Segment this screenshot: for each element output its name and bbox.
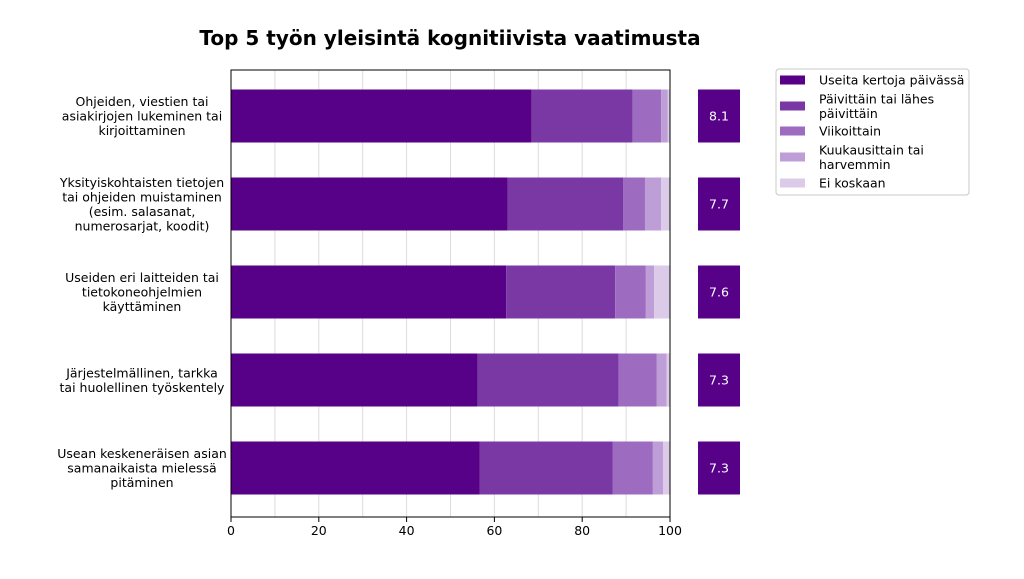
category-label: tai huolellinen työskentely	[60, 380, 226, 395]
x-tick-label: 0	[227, 523, 235, 538]
category-label: pitäminen	[110, 475, 173, 490]
score-box	[698, 177, 740, 231]
bar-segment	[479, 441, 613, 495]
legend-label: Viikoittain	[819, 124, 881, 139]
plot-frame	[230, 69, 671, 518]
category-label: numerosarjat, koodit)	[75, 218, 210, 233]
x-axis-ticks: 0 20 40 60 80 100	[227, 517, 682, 538]
x-tick-label: 100	[658, 523, 682, 538]
legend-swatch	[780, 152, 805, 162]
bar-segment	[654, 265, 670, 319]
category-label: Usean keskeneräisen asian	[57, 446, 227, 461]
bar-segment	[231, 89, 532, 143]
score-label: 8.1	[709, 109, 729, 124]
bar-segment	[652, 441, 663, 495]
bar-segment	[618, 353, 657, 407]
bar-segment	[656, 353, 667, 407]
x-tick-label: 40	[399, 523, 415, 538]
legend-label: Kuukausittain tai	[819, 142, 924, 157]
x-tick-label: 60	[486, 523, 502, 538]
legend-swatch	[780, 75, 805, 85]
bar-segment	[506, 265, 616, 319]
score-label: 7.3	[709, 373, 729, 388]
legend-label: päivittäin	[819, 106, 878, 121]
category-label: Useiden eri laitteiden tai	[65, 270, 219, 285]
bar-segment	[661, 177, 670, 231]
bar-segment	[507, 177, 624, 231]
bar-segment	[231, 265, 507, 319]
bar-segment	[231, 353, 478, 407]
bar-area	[231, 89, 670, 495]
chart-title: Top 5 työn yleisintä kognitiivista vaati…	[199, 26, 700, 50]
bar-segment	[666, 353, 670, 407]
x-tick-label: 80	[574, 523, 590, 538]
legend-label: harvemmin	[819, 157, 891, 172]
legend-label: Useita kertoja päivässä	[819, 73, 964, 88]
score-box	[698, 441, 740, 495]
category-label: tietokoneohjelmien	[82, 285, 202, 300]
category-label: Ohjeiden, viestien tai	[76, 94, 209, 109]
score-box	[698, 265, 740, 319]
bar-segment	[531, 89, 633, 143]
category-label: samanaikaista mielessä	[67, 461, 216, 476]
score-label: 7.6	[709, 285, 729, 300]
legend-swatch	[780, 101, 805, 111]
bar-segment	[661, 89, 668, 143]
bar-segment	[477, 353, 619, 407]
score-box	[698, 353, 740, 407]
legend-swatch	[780, 126, 805, 136]
category-label: käyttäminen	[103, 299, 182, 314]
bar-segment	[615, 265, 646, 319]
bar-segment	[645, 265, 655, 319]
bar-segment	[632, 89, 662, 143]
category-label: kirjoittaminen	[98, 123, 185, 138]
legend-swatch	[780, 178, 805, 188]
category-label: Järjestelmällinen, tarkka	[65, 365, 218, 380]
bar-segment	[612, 441, 653, 495]
x-tick-label: 20	[311, 523, 327, 538]
score-box	[698, 89, 740, 143]
legend-label: Päivittäin tai lähes	[819, 91, 934, 106]
bar-segment	[662, 441, 670, 495]
score-label: 7.3	[709, 461, 729, 476]
bar-segment	[231, 441, 480, 495]
category-label: (esim. salasanat,	[89, 204, 196, 219]
category-label: tai ohjeiden muistaminen	[62, 189, 222, 204]
bar-segment	[231, 177, 508, 231]
category-label: Yksityiskohtaisten tietojen	[59, 175, 224, 190]
bar-segment	[644, 177, 662, 231]
legend-frame	[775, 68, 970, 196]
legend: Useita kertoja päivässä Päivittäin tai lä…	[775, 68, 970, 196]
legend-label: Ei koskaan	[819, 176, 886, 191]
category-label: asiakirjojen lukeminen tai	[62, 109, 222, 124]
score-boxes: 8.1 7.7 7.6 7.3 7.3	[698, 89, 740, 495]
bar-segment	[623, 177, 645, 231]
bar-segment	[667, 89, 670, 143]
score-label: 7.7	[709, 197, 729, 212]
